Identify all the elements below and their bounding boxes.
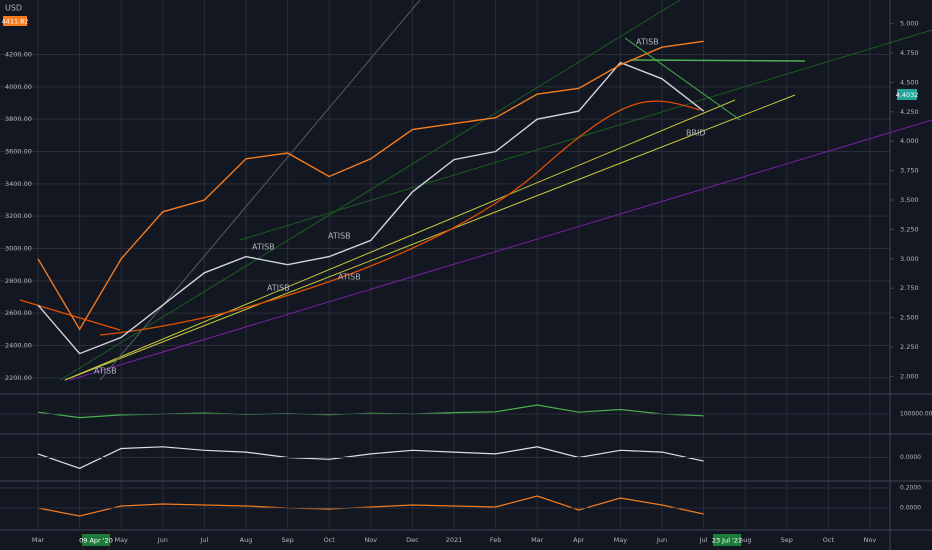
annotation: ATISB xyxy=(267,284,290,293)
y-tick-label: 4200.00 xyxy=(5,51,32,59)
ratio-tag: 4.4032 xyxy=(896,91,919,99)
x-tick-label: Jun xyxy=(656,536,667,544)
trend-line xyxy=(69,119,932,381)
y2-tick-label: 2.000 xyxy=(900,372,919,380)
y-tick-label: 3000.00 xyxy=(5,245,32,253)
trend-line xyxy=(64,99,736,381)
pane-tick-label: 100000.0000 xyxy=(900,411,932,418)
x-tick-label: May xyxy=(614,536,628,544)
y2-tick-label: 4.000 xyxy=(900,137,919,145)
y-tick-label: 2400.00 xyxy=(5,342,32,350)
cursor-date-bg xyxy=(713,534,741,546)
price-tag: 4411.82 xyxy=(2,18,29,26)
x-tick-label: Dec xyxy=(406,536,419,544)
x-tick-label: Aug xyxy=(739,536,752,544)
annotation: BRID xyxy=(686,129,706,138)
y-tick-label: 3600.00 xyxy=(5,148,32,156)
y2-tick-label: 3.750 xyxy=(900,167,919,175)
y-tick-label: 2600.00 xyxy=(5,309,32,317)
x-tick-label: Nov xyxy=(364,536,377,544)
vertical-grid xyxy=(0,0,890,530)
annotations: ATISB ATISB ATISB ATISB ATISB ATISB BRID xyxy=(94,38,706,376)
y2-tick-label: 3.500 xyxy=(900,196,919,204)
x-tick-label: Jul xyxy=(199,536,208,544)
y2-tick-label: 4.250 xyxy=(900,108,919,116)
currency-label: USD xyxy=(5,4,22,13)
pane-tick-label: 0.0000 xyxy=(900,505,921,512)
y-tick-label: 3800.00 xyxy=(5,115,32,123)
x-tick-label: Jul xyxy=(699,536,708,544)
y2-tick-label: 3.250 xyxy=(900,225,919,233)
trend-line xyxy=(99,0,421,381)
x-tick-label: Nov xyxy=(864,536,877,544)
x-tick-label: Mar xyxy=(32,536,45,544)
series-line xyxy=(37,495,704,517)
cursor-date: 23 Jul '21 xyxy=(712,537,742,545)
y2-tick-label: 4.750 xyxy=(900,49,919,57)
x-tick-label: Oct xyxy=(823,536,835,544)
y2-tick-label: 2.250 xyxy=(900,343,919,351)
series-layer xyxy=(37,40,705,517)
trend-line xyxy=(624,37,741,121)
annotation: ATISB xyxy=(338,273,361,282)
y-tick-label: 4000.00 xyxy=(5,83,32,91)
series-line xyxy=(37,40,704,331)
x-tick-label: 2021 xyxy=(446,536,463,544)
x-tick-label: Feb xyxy=(490,536,502,544)
x-tick-label: Aug xyxy=(240,536,253,544)
annotation: ATISB xyxy=(94,367,117,376)
y-tick-label: 3400.00 xyxy=(5,180,32,188)
x-tick-label: Jun xyxy=(157,536,168,544)
cursor-date-bg xyxy=(82,534,110,546)
annotation: ATISB xyxy=(328,232,351,241)
x-tick-label: Sep xyxy=(781,536,793,544)
moving-average xyxy=(19,299,121,331)
x-tick-label: Oct xyxy=(324,536,336,544)
trend-line xyxy=(239,29,932,241)
cursor-date: 09 Apr '20 xyxy=(79,537,113,545)
pane-tick-label: 0.2000 xyxy=(900,485,921,492)
trend-line xyxy=(59,0,681,381)
price-tag-bg xyxy=(3,16,27,26)
y-tick-label: 2200.00 xyxy=(5,374,32,382)
pane-tick-label: 0.0000 xyxy=(900,454,921,461)
y-tick-label: 2800.00 xyxy=(5,277,32,285)
x-tick-label: Sep xyxy=(281,536,293,544)
annotation: ATISB xyxy=(252,243,275,252)
x-tick-label: Mar xyxy=(531,536,544,544)
y2-tick-label: 2.500 xyxy=(900,314,919,322)
ratio-tag-bg xyxy=(897,89,917,100)
y2-tick-label: 3.000 xyxy=(900,255,919,263)
y2-tick-label: 4.500 xyxy=(900,78,919,86)
y2-tick-label: 5.000 xyxy=(900,20,919,28)
trend-line xyxy=(64,94,796,381)
series-line xyxy=(37,446,704,469)
moving-average xyxy=(99,100,701,336)
y2-tick-label: 2.750 xyxy=(900,284,919,292)
trend-line xyxy=(629,59,806,62)
x-tick-label: May xyxy=(114,536,128,544)
annotation: ATISB xyxy=(636,38,659,47)
x-tick-label: Apr xyxy=(573,536,585,544)
trend-lines xyxy=(19,0,932,381)
y-tick-label: 3200.00 xyxy=(5,212,32,220)
series-line xyxy=(37,61,705,355)
